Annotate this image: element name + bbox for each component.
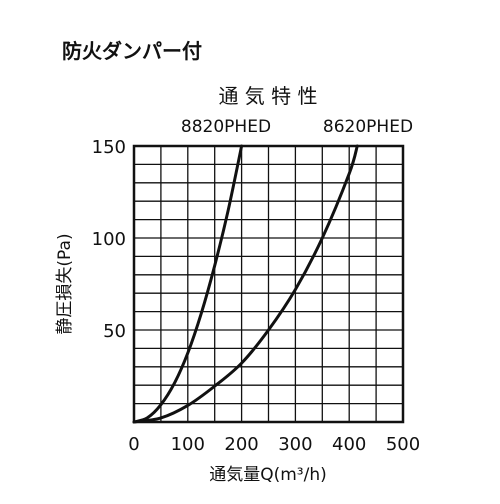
x-axis-label: 通気量Q(m³/h): [209, 465, 327, 485]
series-line-8820PHED: [132, 144, 244, 424]
chart-title: 通 気 特 性: [218, 84, 317, 108]
series-curves: [132, 144, 359, 424]
y-tick-label: 100: [92, 229, 126, 250]
grid-lines: [134, 146, 403, 422]
y-tick-label: 150: [92, 137, 126, 158]
series-label-8620PHED: 8620PHED: [323, 117, 413, 137]
plot-frame: [132, 144, 405, 424]
y-axis-label: 静圧損失(Pa): [55, 233, 75, 334]
y-tick-labels: 50 100 150: [92, 137, 126, 342]
x-tick-label: 300: [278, 434, 312, 455]
x-tick-label: 500: [386, 434, 420, 455]
x-tick-label: 0: [128, 434, 139, 455]
series-label-8820PHED: 8820PHED: [181, 117, 271, 137]
x-tick-label: 200: [224, 434, 258, 455]
x-tick-label: 400: [332, 434, 366, 455]
y-tick-label: 50: [103, 321, 126, 342]
series-line-8620PHED: [132, 144, 359, 424]
header-title: 防火ダンパー付: [62, 39, 202, 63]
x-tick-label: 100: [171, 434, 205, 455]
x-tick-labels: 0 100 200 300 400 500: [128, 434, 420, 455]
